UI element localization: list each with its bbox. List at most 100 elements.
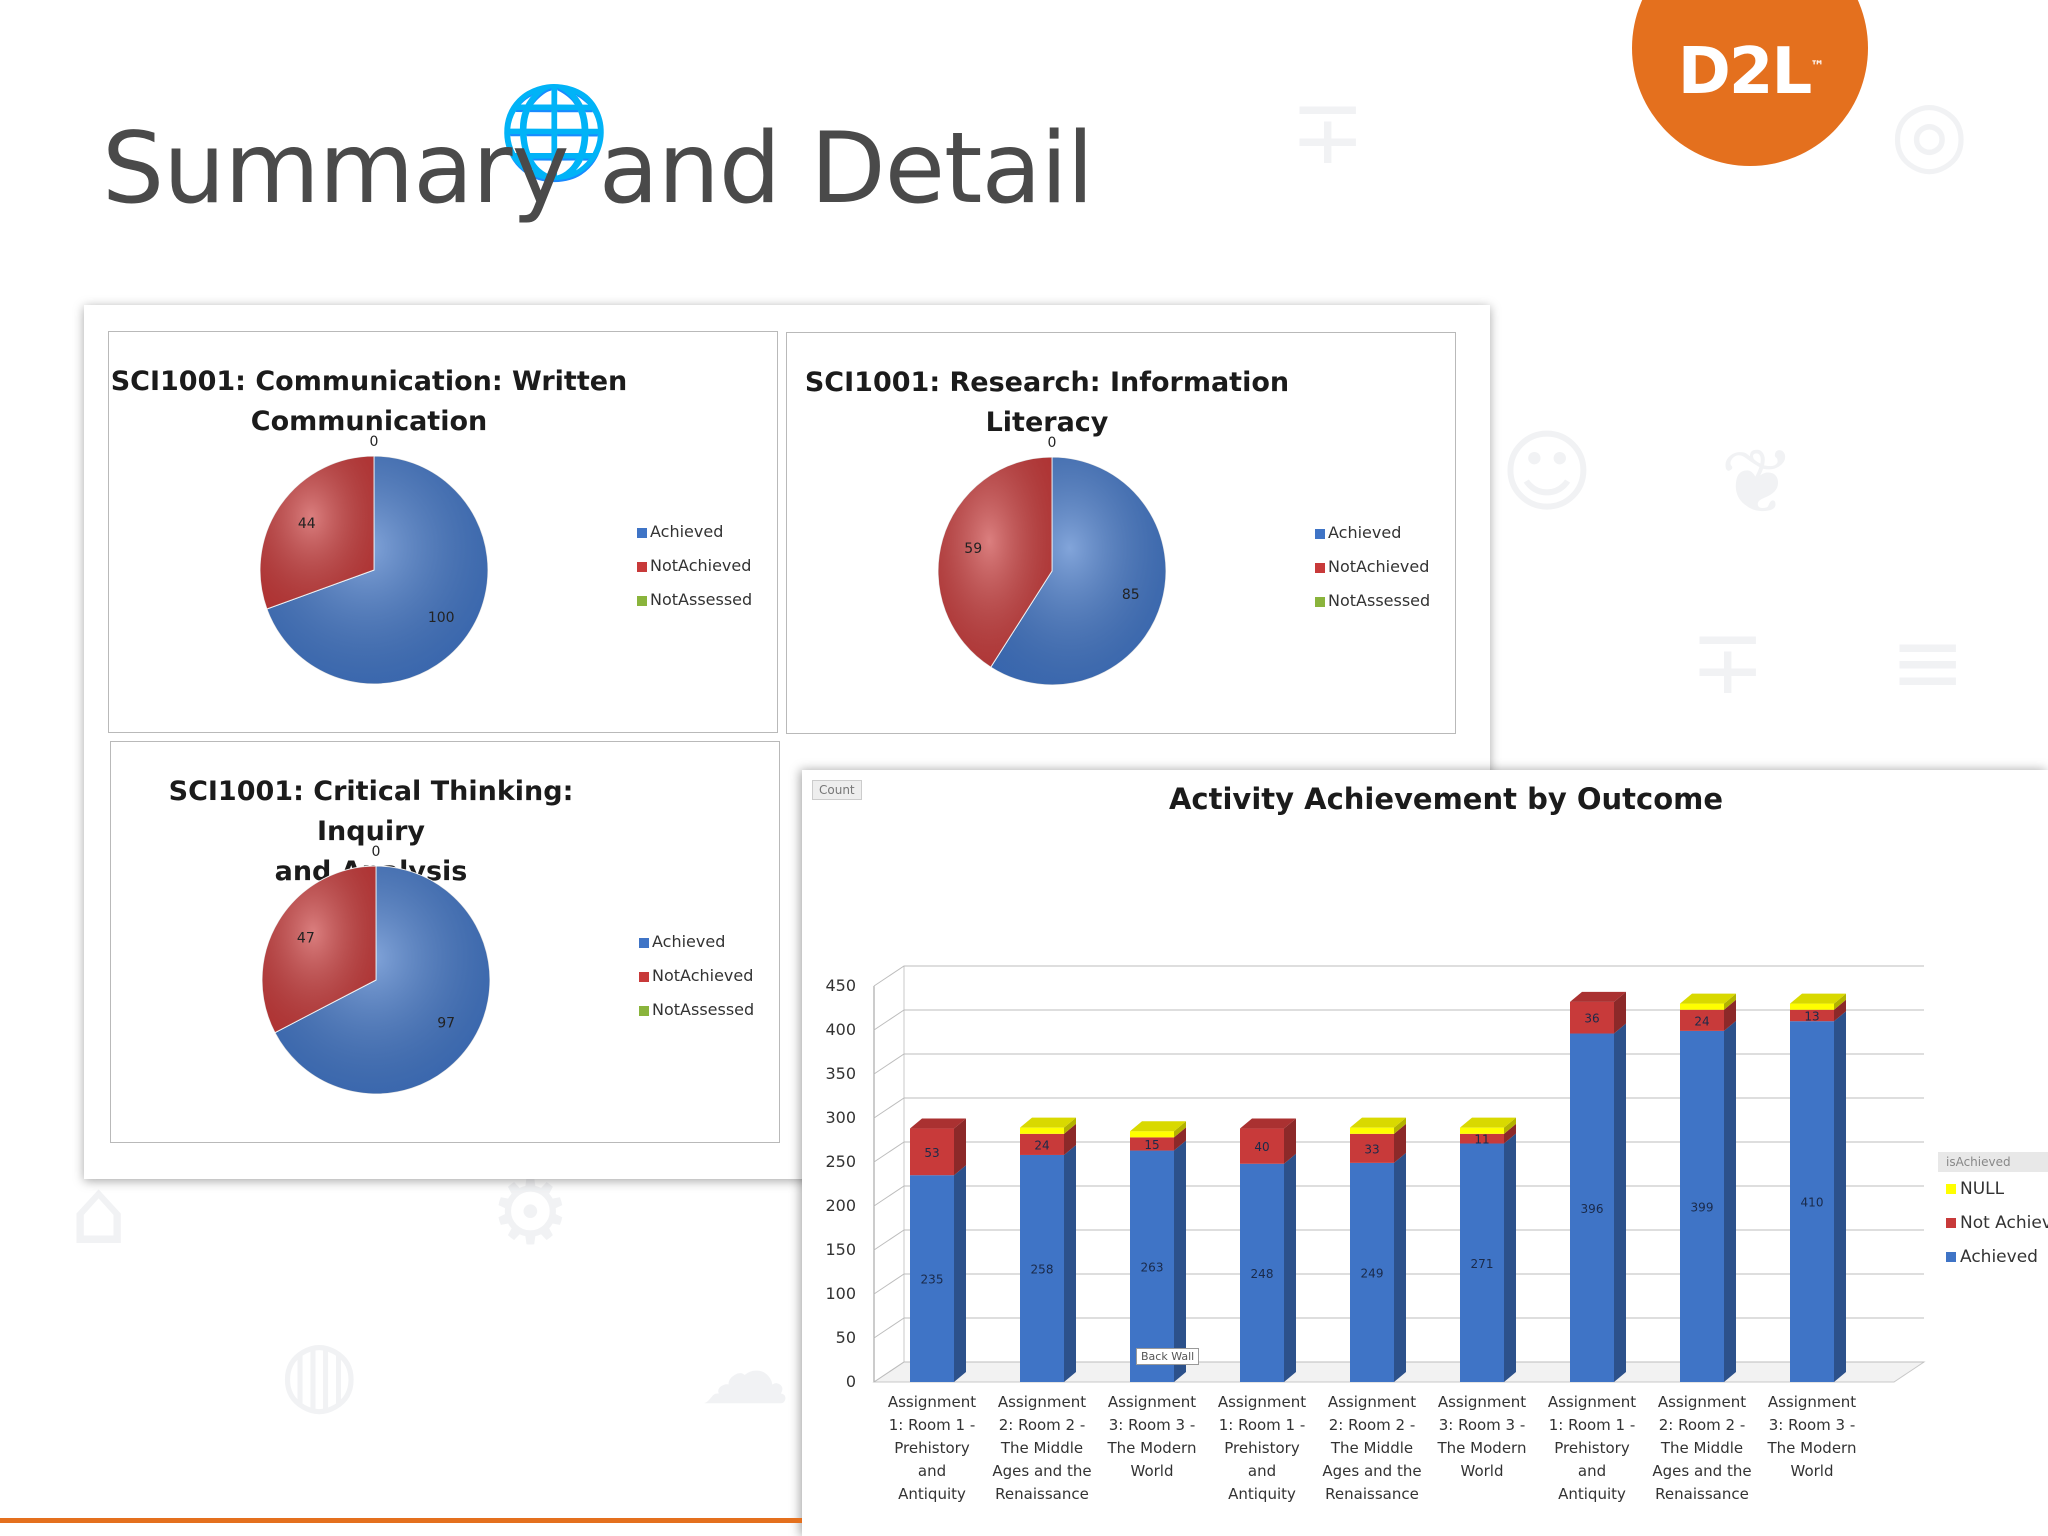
x-category-label: The Middle	[1660, 1439, 1743, 1457]
x-category-label: Prehistory	[1554, 1439, 1630, 1457]
bar-segment-side	[1284, 1118, 1296, 1164]
bar-segment-side	[1504, 1123, 1516, 1144]
x-category-label: Ages and the	[1322, 1462, 1421, 1480]
pie-chart-inquiry-analysis: SCI1001: Critical Thinking: Inquiry and …	[110, 741, 780, 1143]
legend-label: NotAssessed	[1328, 591, 1431, 610]
bar-data-label: 11	[1474, 1133, 1489, 1147]
math-symbols-icon: ∓	[1690, 610, 1766, 715]
bar-segment-null	[1020, 1127, 1064, 1134]
bar-segment-side	[1834, 1011, 1846, 1382]
chart-icon: ≡	[1890, 610, 1966, 715]
pie-chart-title: SCI1001: Research: Information Literacy	[787, 363, 1307, 443]
y-tick-label: 100	[825, 1284, 856, 1303]
bar-segment-side	[1394, 1152, 1406, 1382]
bar-data-label: 410	[1801, 1196, 1824, 1210]
y-tick-label: 50	[836, 1328, 856, 1347]
pie-title-line: SCI1001: Critical Thinking: Inquiry	[168, 776, 574, 847]
bar-data-label: 235	[921, 1273, 944, 1287]
legend-label: NotAssessed	[650, 590, 753, 609]
x-category-label: 1: Room 1 -	[889, 1416, 976, 1434]
pie-legend: Achieved NotAchieved NotAssessed	[639, 932, 754, 1034]
x-category-label: Antiquity	[1558, 1485, 1626, 1503]
bar-segment-side	[954, 1165, 966, 1382]
bar-segment-not-achiev	[1570, 1001, 1614, 1034]
bar-segment-null	[1460, 1127, 1504, 1134]
pie-title-line: Communication	[250, 406, 488, 437]
bar-top-face	[1680, 993, 1736, 1004]
bar-segment-side	[1724, 999, 1736, 1031]
x-category-label: 3: Room 3 -	[1109, 1416, 1196, 1434]
pie-data-label: 47	[297, 930, 315, 946]
legend-field-button[interactable]: isAchieved	[1938, 1152, 2048, 1172]
footer-accent-line	[0, 1518, 802, 1523]
x-category-label: Ages and the	[1652, 1462, 1751, 1480]
bar-plot: 0 50 100 150 200 250 300 350 400 450 235 53 Assignme…	[825, 965, 1926, 1503]
legend-swatch	[1315, 529, 1325, 539]
x-category-label: The Middle	[1330, 1439, 1413, 1457]
bar-top-face	[1240, 1118, 1296, 1129]
x-category-label: Assignment	[1108, 1393, 1196, 1411]
bar-segment-achieved	[1460, 1143, 1504, 1382]
bar-data-label: 36	[1584, 1012, 1599, 1026]
bar-top-face	[910, 1118, 966, 1129]
legend-swatch	[1315, 597, 1325, 607]
bar-segment-achieved	[1790, 1021, 1834, 1382]
x-category-label: Assignment	[998, 1393, 1086, 1411]
bar-segment-not-achiev	[1350, 1133, 1394, 1163]
x-category-label: 2: Room 2 -	[1329, 1416, 1416, 1434]
y-axis-field-button[interactable]: Count	[812, 780, 862, 800]
legend-item-not-achieved: NotAchieved	[1315, 557, 1430, 591]
bar-segment-not-achiev	[1680, 1009, 1724, 1031]
bar-segment-achieved	[1240, 1163, 1284, 1382]
bar-segment-not-achiev	[1790, 1009, 1834, 1022]
bar-segment-side	[1724, 1020, 1736, 1382]
x-category-label: 1: Room 1 -	[1549, 1416, 1636, 1434]
gridline	[873, 1009, 1924, 1031]
pie-plot: 100 44 0	[259, 434, 489, 685]
legend-label: NotAchieved	[650, 556, 752, 575]
bar-data-label: 248	[1251, 1267, 1274, 1281]
pie-plot: 85 59 0	[937, 435, 1167, 686]
d2l-logo: D2L™	[1632, 0, 1868, 166]
x-category-label: The Modern	[1767, 1439, 1857, 1457]
legend-swatch	[637, 596, 647, 606]
bar-data-label: 396	[1581, 1202, 1604, 1216]
bar-data-label: 24	[1694, 1014, 1709, 1028]
bar-segment-side	[1614, 991, 1626, 1034]
logo-trademark: ™	[1810, 58, 1824, 75]
bar-data-label: 53	[924, 1146, 939, 1160]
y-tick-label: 150	[825, 1240, 856, 1259]
legend-item-null: NULL	[1938, 1172, 2048, 1206]
y-tick-label: 350	[825, 1064, 856, 1083]
legend-swatch	[1946, 1218, 1956, 1228]
x-category-label: Assignment	[1328, 1393, 1416, 1411]
pie-slice-shade	[266, 456, 489, 684]
bar-segment-achieved	[1680, 1030, 1724, 1382]
back-wall-tooltip: Back Wall	[1136, 1348, 1200, 1365]
bar-segment-side	[1064, 1117, 1076, 1134]
bar-segment-side	[1504, 1117, 1516, 1134]
legend-label: NULL	[1960, 1179, 2005, 1199]
x-category-label: Antiquity	[898, 1485, 966, 1503]
bar-data-label: 33	[1364, 1142, 1379, 1156]
legend-item-not-achieved: Not Achiev	[1938, 1206, 2048, 1240]
legend-label: Achieved	[650, 522, 724, 541]
bar-segment-side	[1174, 1121, 1186, 1138]
bar-segment-side	[1394, 1117, 1406, 1134]
bar-data-label: 258	[1031, 1262, 1054, 1276]
pie-title-line: Literacy	[985, 407, 1109, 438]
x-category-label: World	[1461, 1462, 1504, 1480]
x-category-label: and	[918, 1462, 946, 1480]
x-category-label: Prehistory	[1224, 1439, 1300, 1457]
pie-legend: Achieved NotAchieved NotAssessed	[1315, 523, 1430, 625]
legend-label: NotAchieved	[652, 966, 754, 985]
legend-swatch	[637, 528, 647, 538]
bar-data-label: 13	[1804, 1009, 1819, 1023]
globe-icon: ◍	[280, 1320, 359, 1425]
bar-data-label: 24	[1034, 1138, 1049, 1152]
legend-label: NotAssessed	[652, 1000, 755, 1019]
bar-top-face	[1350, 1117, 1406, 1128]
pie-plot: 97 47 0	[261, 844, 491, 1095]
bar-top-face	[1130, 1121, 1186, 1132]
x-category-label: 1: Room 1 -	[1219, 1416, 1306, 1434]
